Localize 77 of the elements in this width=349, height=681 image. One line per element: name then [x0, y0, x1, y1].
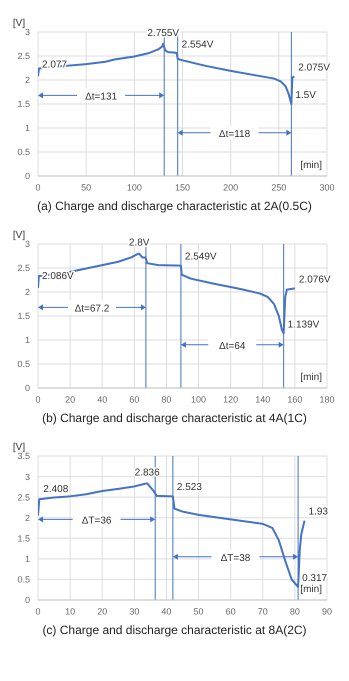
annotation: 0.317: [302, 572, 328, 584]
y-tick-label: 1.5: [17, 99, 30, 110]
y-tick-label: 2: [24, 75, 30, 86]
annotation: ΔT=36: [82, 515, 112, 526]
text: (c) Charge and discharge characteristic at 8A(2C): [41, 622, 308, 639]
x-tick-label: 200: [223, 182, 238, 192]
x-tick-label: 300: [319, 182, 335, 192]
annotation: 2.076V: [298, 274, 331, 286]
x-tick-label: 80: [290, 606, 300, 616]
annotation: 2.755V: [147, 28, 180, 39]
y-tick-label: 0: [24, 171, 30, 182]
annotation: 2.8V: [128, 238, 150, 249]
annotation: 2.075V: [298, 62, 330, 74]
x-tick-label: 90: [322, 606, 332, 616]
annotation: 2.408: [43, 484, 69, 495]
y-tick-label: 1: [24, 123, 30, 134]
y-tick-label: 2.5: [17, 51, 30, 62]
x-tick-label: 30: [129, 606, 140, 616]
y-tick-label: 0.5: [17, 359, 30, 370]
y-tick-label: 0: [24, 383, 30, 394]
x-tick-label: 0: [35, 394, 41, 404]
x-tick-label: 60: [129, 394, 140, 404]
y-tick-label: 1.5: [17, 311, 30, 322]
y-tick-label: 1: [24, 554, 30, 564]
y-tick-label: 2.5: [17, 492, 30, 502]
x-tick-label: 100: [126, 182, 142, 192]
y-tick-label: 3: [24, 472, 30, 482]
y-tick-label: 2.5: [17, 263, 30, 274]
text: (b) Charge and discharge characteristic at 4A(1C): [41, 410, 308, 427]
x-tick-label: 140: [255, 394, 270, 404]
y-tick-label: 3: [24, 27, 30, 38]
x-tick-label: 120: [223, 394, 238, 404]
annotation: ΔT=38: [220, 552, 251, 564]
annotation: 2.549V: [184, 252, 217, 263]
y-tick-label: 0.5: [17, 574, 30, 585]
annotation: Δt=67.2: [74, 303, 110, 314]
y-tick-label: 1: [24, 335, 30, 346]
x-tick-label: 250: [271, 182, 286, 192]
annotation: 1.5V: [295, 90, 316, 101]
x-tick-label: 10: [65, 606, 76, 616]
annotation: Δt=118: [218, 128, 251, 140]
x-tick-label: 80: [161, 394, 172, 404]
annotation: 1.93: [308, 506, 328, 518]
annotation: Δt=64: [219, 340, 246, 352]
x-tick-label: 60: [226, 606, 236, 616]
annotation: 2.554V: [182, 39, 214, 50]
annotation: 2.086V: [42, 270, 74, 282]
x-tick-label: 160: [287, 394, 302, 404]
annotation: Δt=131: [85, 91, 118, 102]
x-tick-label: 40: [97, 394, 108, 404]
x-axis-title: [min]: [300, 584, 322, 596]
x-tick-label: 20: [97, 606, 108, 616]
x-tick-label: 100: [191, 394, 206, 404]
y-tick-label: 2: [24, 287, 30, 298]
x-tick-label: 0: [35, 182, 41, 192]
y-axis-title: [V]: [12, 442, 26, 453]
x-tick-label: 50: [194, 606, 204, 616]
y-axis-title: [V]: [12, 230, 26, 241]
x-tick-label: 150: [174, 182, 190, 192]
x-tick-label: 40: [161, 606, 172, 616]
x-tick-label: 20: [65, 394, 76, 404]
y-tick-label: 2: [24, 512, 30, 523]
y-tick-label: 1.5: [17, 533, 30, 544]
y-tick-label: 0: [24, 595, 30, 606]
y-tick-label: 3: [24, 239, 30, 250]
x-axis-title: [min]: [300, 160, 322, 172]
x-tick-label: 70: [258, 606, 268, 616]
x-tick-label: 180: [319, 394, 335, 404]
y-tick-label: 0.5: [17, 147, 30, 158]
y-axis-title: [V]: [12, 18, 26, 29]
annotation: 2.523: [176, 482, 202, 494]
y-tick-label: 3.5: [17, 451, 30, 462]
annotation: 1.139V: [288, 319, 320, 330]
x-tick-label: 0: [35, 606, 41, 616]
x-axis-title: [min]: [300, 372, 322, 384]
text: (a) Charge and discharge characteristic at 2A(0.5C): [36, 198, 313, 215]
x-tick-label: 50: [81, 182, 92, 192]
